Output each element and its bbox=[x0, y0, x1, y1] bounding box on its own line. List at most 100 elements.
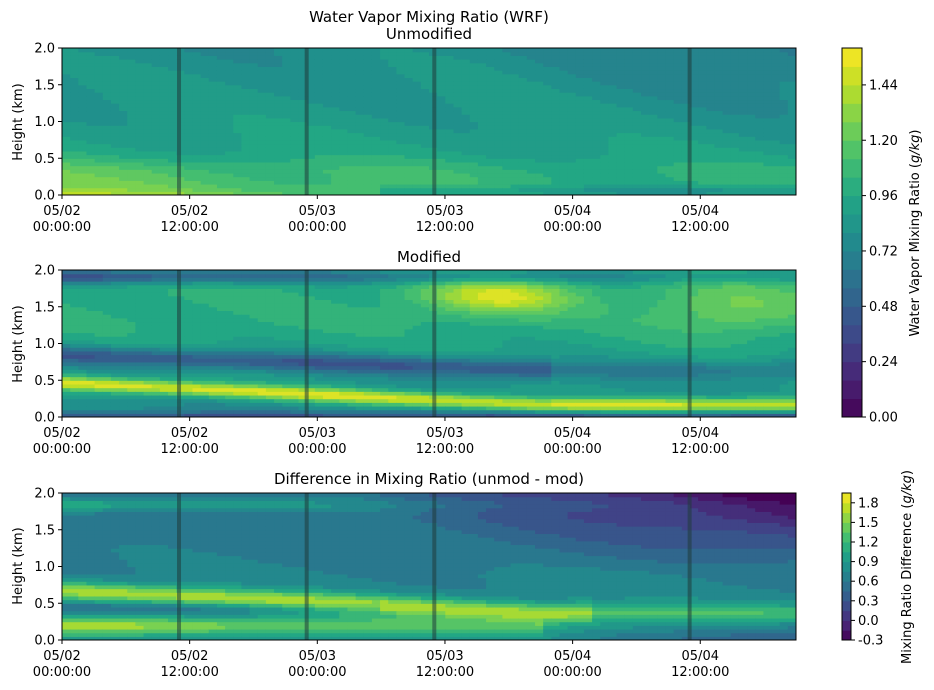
heatmap-cell bbox=[208, 187, 218, 192]
heatmap-cell bbox=[249, 292, 259, 297]
heatmap-cell bbox=[62, 310, 71, 315]
heatmap-cell bbox=[306, 92, 316, 97]
heatmap-cell bbox=[420, 136, 430, 141]
heatmap-cell bbox=[70, 81, 79, 86]
heatmap-cell bbox=[608, 125, 618, 130]
heatmap-cell bbox=[282, 328, 291, 334]
heatmap-cell bbox=[102, 314, 112, 319]
heatmap-cell bbox=[380, 99, 389, 104]
heatmap-cell bbox=[298, 277, 308, 282]
heatmap-cell bbox=[779, 62, 789, 67]
heatmap-cell bbox=[110, 51, 120, 56]
heatmap-cell bbox=[412, 176, 422, 181]
heatmap-cell bbox=[127, 77, 136, 82]
heatmap-cell bbox=[94, 347, 104, 352]
heatmap-cell bbox=[420, 110, 430, 115]
heatmap-cell bbox=[62, 281, 71, 286]
x-tick-label-date: 05/02 bbox=[171, 204, 208, 219]
heatmap-cell bbox=[78, 92, 88, 97]
heatmap-cell bbox=[632, 136, 642, 141]
heatmap-cell bbox=[159, 332, 169, 337]
heatmap-cell bbox=[257, 394, 267, 400]
heatmap-cell bbox=[102, 336, 112, 341]
heatmap-cell bbox=[575, 180, 585, 185]
heatmap-cell bbox=[747, 180, 756, 185]
heatmap-cell bbox=[730, 128, 740, 134]
heatmap-cell bbox=[567, 154, 577, 159]
heatmap-cell bbox=[755, 187, 764, 192]
heatmap-cell bbox=[331, 413, 340, 417]
heatmap-cell bbox=[698, 117, 707, 123]
heatmap-cell bbox=[665, 110, 675, 115]
heatmap-cell bbox=[70, 99, 79, 104]
heatmap-cell bbox=[151, 66, 161, 71]
heatmap-cell bbox=[241, 277, 251, 282]
heatmap-cell bbox=[151, 92, 161, 97]
heatmap-cell bbox=[714, 103, 724, 108]
heatmap-cell bbox=[168, 158, 177, 163]
heatmap-cell bbox=[445, 62, 455, 67]
heatmap-cell bbox=[665, 84, 675, 90]
heatmap-cell bbox=[698, 165, 707, 170]
heatmap-cell bbox=[257, 136, 267, 141]
heatmap-cell bbox=[314, 92, 324, 97]
heatmap-cell bbox=[567, 172, 577, 178]
heatmap-cell bbox=[298, 387, 308, 392]
heatmap-cell bbox=[331, 88, 340, 93]
heatmap-cell bbox=[86, 387, 96, 392]
heatmap-cell bbox=[445, 191, 455, 195]
heatmap-cell bbox=[331, 295, 340, 300]
heatmap-cell bbox=[127, 125, 136, 130]
heatmap-cell bbox=[78, 413, 88, 417]
heatmap-cell bbox=[241, 136, 251, 141]
heatmap-cell bbox=[184, 158, 194, 163]
heatmap-cell bbox=[184, 117, 194, 123]
heatmap-cell bbox=[200, 398, 210, 403]
heatmap-cell bbox=[290, 343, 300, 348]
heatmap-cell bbox=[714, 99, 724, 104]
heatmap-cell bbox=[274, 176, 283, 181]
heatmap-cell bbox=[649, 154, 658, 159]
heatmap-cell bbox=[706, 139, 716, 145]
heatmap-cell bbox=[151, 103, 161, 108]
heatmap-cell bbox=[461, 136, 471, 141]
heatmap-cell bbox=[151, 350, 161, 356]
heatmap-cell bbox=[681, 55, 691, 60]
heatmap-cell bbox=[771, 128, 781, 134]
heatmap-cell bbox=[282, 128, 291, 134]
heatmap-cell bbox=[632, 84, 642, 90]
heatmap-cell bbox=[437, 150, 446, 156]
heatmap-cell bbox=[143, 299, 153, 304]
heatmap-cell bbox=[151, 99, 161, 104]
heatmap-cell bbox=[241, 187, 251, 192]
heatmap-cell bbox=[575, 136, 585, 141]
heatmap-cell bbox=[86, 66, 96, 71]
heatmap-cell bbox=[763, 158, 773, 163]
heatmap-cell bbox=[151, 284, 161, 289]
heatmap-cell bbox=[78, 380, 88, 385]
heatmap-cell bbox=[192, 169, 202, 174]
heatmap-cell bbox=[233, 303, 243, 308]
heatmap-cell bbox=[70, 314, 79, 319]
heatmap-cell bbox=[616, 125, 626, 130]
heatmap-cell bbox=[420, 81, 430, 86]
heatmap-cell bbox=[371, 66, 381, 71]
heatmap-cell bbox=[583, 84, 593, 90]
heatmap-cell bbox=[437, 51, 446, 56]
heatmap-cell bbox=[371, 176, 381, 181]
heatmap-cell bbox=[127, 92, 136, 97]
heatmap-cell bbox=[192, 332, 202, 337]
heatmap-cell bbox=[461, 165, 471, 170]
heatmap-cell bbox=[119, 95, 128, 101]
heatmap-cell bbox=[290, 165, 300, 170]
heatmap-cell bbox=[722, 103, 732, 108]
heatmap-cell bbox=[722, 125, 732, 130]
heatmap-cell bbox=[771, 95, 781, 101]
heatmap-cell bbox=[380, 114, 389, 119]
heatmap-cell bbox=[282, 405, 291, 411]
heatmap-cell bbox=[265, 281, 275, 286]
heatmap-cell bbox=[282, 365, 291, 370]
heatmap-cell bbox=[159, 158, 169, 163]
heatmap-cell bbox=[184, 66, 194, 71]
heatmap-cell bbox=[510, 99, 520, 104]
